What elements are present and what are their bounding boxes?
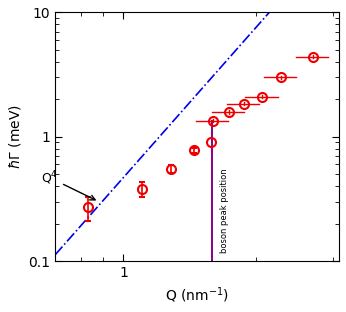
- Text: boson peak position: boson peak position: [219, 169, 228, 253]
- X-axis label: Q (nm$^{-1}$): Q (nm$^{-1}$): [165, 285, 229, 305]
- Text: Q$^4$: Q$^4$: [41, 169, 95, 200]
- Y-axis label: $\hbar\Gamma$ (meV): $\hbar\Gamma$ (meV): [7, 104, 23, 169]
